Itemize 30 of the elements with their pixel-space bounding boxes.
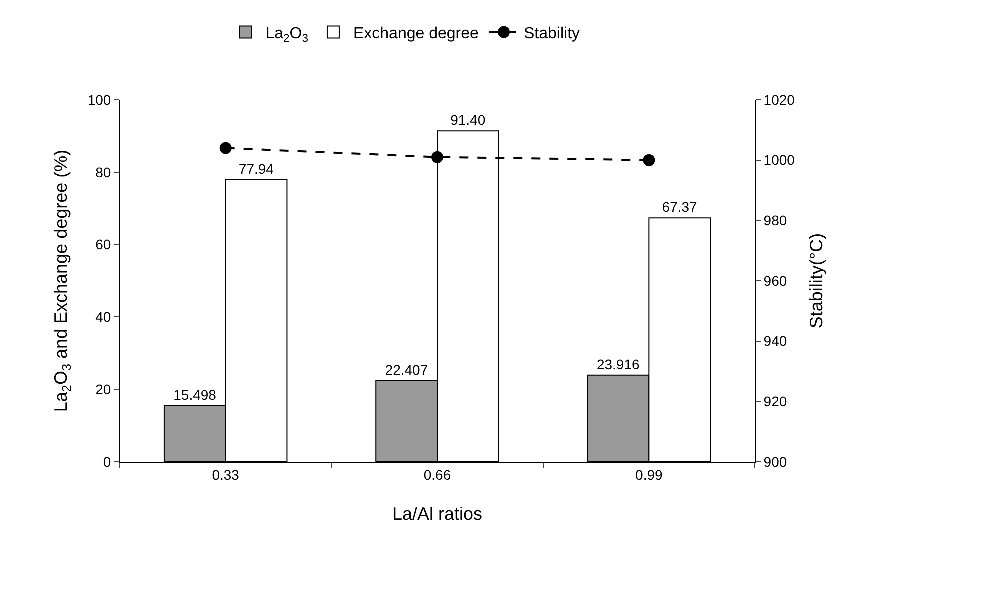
y-tick-label: 0 — [103, 454, 112, 470]
point — [220, 142, 232, 154]
y2-tick-label: 960 — [764, 272, 788, 289]
point — [643, 154, 656, 166]
legend-label: La$_{2}$O$_{3}$ — [266, 25, 308, 45]
y2-tick-label: 980 — [764, 212, 788, 229]
legend-label: Stability — [524, 25, 580, 42]
x-axis-title: La/Al ratios — [392, 504, 483, 524]
y-tick-label: 100 — [88, 92, 112, 108]
point — [432, 151, 444, 164]
legend-label: Exchange degree — [353, 25, 479, 42]
y2-axis-title: Stability(°C) — [806, 233, 826, 329]
y2-tick-label: 920 — [764, 394, 788, 410]
x-tick-label: 0.33 — [212, 466, 240, 483]
data-label: 91.40 — [450, 112, 486, 128]
data-label: 77.94 — [238, 160, 274, 177]
y-tick-label: 80 — [96, 164, 112, 180]
y-tick-label: 40 — [96, 309, 112, 326]
y2-tick-label: 1000 — [764, 152, 796, 168]
y2-tick-label: 900 — [764, 454, 788, 470]
y-tick-label: 20 — [96, 382, 112, 398]
y-tick-label: 60 — [96, 236, 112, 253]
data-label: 67.37 — [662, 199, 698, 216]
x-tick-label: 0.99 — [636, 466, 664, 483]
y2-tick-label: 940 — [764, 333, 788, 350]
data-label: 22.407 — [385, 362, 428, 378]
x-tick-label: 0.66 — [424, 466, 452, 483]
y2-tick-label: 1020 — [764, 92, 796, 108]
data-label: 15.498 — [174, 386, 217, 403]
data-label: 23.916 — [596, 356, 640, 372]
